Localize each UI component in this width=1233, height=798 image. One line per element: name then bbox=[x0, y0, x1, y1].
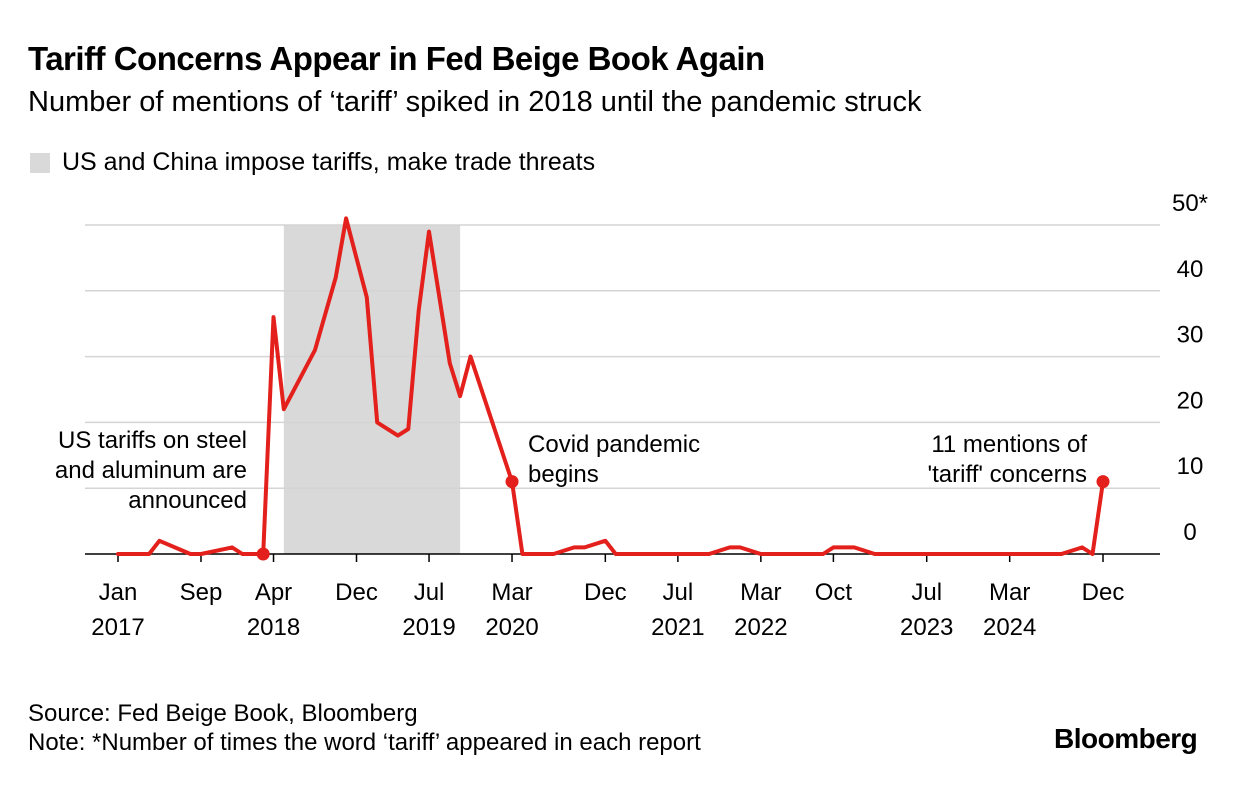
mentions-annotation-dot bbox=[1096, 475, 1110, 489]
x-tick-label: Sep bbox=[180, 579, 223, 606]
x-tick-year-label: 2023 bbox=[900, 614, 953, 641]
shaded-tariff-period bbox=[283, 225, 461, 554]
x-tick-label: Jul bbox=[663, 579, 694, 606]
x-tick-label: Dec bbox=[584, 579, 627, 606]
x-tick-year-label: 2018 bbox=[247, 614, 300, 641]
x-tick-year-label: 2019 bbox=[402, 614, 455, 641]
source-note: Source: Fed Beige Book, Bloomberg bbox=[28, 700, 418, 727]
x-tick-year-label: 2022 bbox=[734, 614, 787, 641]
x-tick-year-label: 2021 bbox=[651, 614, 704, 641]
x-tick-label: Jul bbox=[414, 579, 445, 606]
y-tick-label: 0 bbox=[1183, 519, 1196, 546]
y-tick-label: 20 bbox=[1177, 387, 1204, 414]
x-tick-year-label: 2017 bbox=[91, 614, 144, 641]
x-tick-label: Jan bbox=[99, 579, 138, 606]
mentions-annotation-text: 11 mentions of bbox=[931, 431, 1087, 458]
x-tick-label: Mar bbox=[491, 579, 532, 606]
legend: US and China impose tariffs, make trade … bbox=[30, 148, 595, 177]
x-tick-label: Dec bbox=[1082, 579, 1125, 606]
footnote: Note: *Number of times the word ‘tariff’… bbox=[28, 729, 701, 756]
x-tick-label: Jul bbox=[911, 579, 942, 606]
steel-aluminum-annotation-text: and aluminum are bbox=[55, 457, 247, 484]
legend-label: US and China impose tariffs, make trade … bbox=[62, 148, 596, 176]
mentions-annotation-text: 'tariff' concerns bbox=[928, 461, 1087, 488]
x-tick-label: Apr bbox=[255, 579, 292, 606]
chart-title: Tariff Concerns Appear in Fed Beige Book… bbox=[28, 40, 765, 77]
steel-aluminum-annotation-text: announced bbox=[128, 487, 247, 514]
y-tick-label: 50* bbox=[1172, 190, 1208, 217]
x-tick-label: Oct bbox=[815, 579, 853, 606]
x-tick-label: Mar bbox=[740, 579, 781, 606]
x-tick-year-label: 2024 bbox=[983, 614, 1036, 641]
covid-annotation-text: begins bbox=[528, 461, 599, 488]
steel-aluminum-annotation-dot bbox=[256, 547, 270, 561]
legend-swatch bbox=[30, 152, 50, 173]
y-tick-label: 40 bbox=[1177, 256, 1204, 283]
steel-aluminum-annotation-text: US tariffs on steel bbox=[58, 427, 247, 454]
x-tick-label: Dec bbox=[335, 579, 378, 606]
data-line-tariff-mentions bbox=[116, 216, 1105, 556]
y-tick-label: 30 bbox=[1177, 322, 1204, 349]
bloomberg-logo: Bloomberg bbox=[1054, 723, 1198, 754]
x-tick-label: Mar bbox=[989, 579, 1030, 606]
x-tick-year-label: 2020 bbox=[485, 614, 538, 641]
covid-annotation-dot bbox=[505, 475, 519, 489]
chart-subtitle: Number of mentions of ‘tariff’ spiked in… bbox=[28, 86, 922, 118]
covid-annotation-text: Covid pandemic bbox=[528, 431, 700, 458]
y-tick-label: 10 bbox=[1177, 453, 1204, 480]
